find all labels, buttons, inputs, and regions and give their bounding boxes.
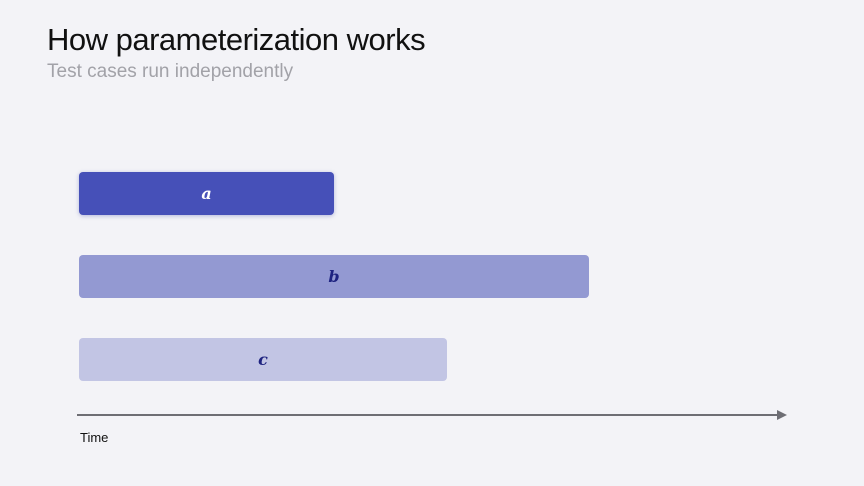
test-case-label-c: c (258, 350, 268, 369)
slide-subtitle: Test cases run independently (47, 61, 294, 82)
slide-title: How parameterization works (47, 22, 426, 57)
time-axis (77, 410, 787, 420)
test-case-bar-b: b (79, 255, 589, 298)
test-case-label-b: b (328, 267, 340, 286)
time-axis-label: Time (80, 430, 109, 445)
test-case-bar-a: a (79, 172, 334, 215)
test-case-label-a: a (201, 184, 212, 203)
test-case-bar-c: c (79, 338, 447, 381)
time-axis-arrowhead-icon (777, 410, 787, 420)
